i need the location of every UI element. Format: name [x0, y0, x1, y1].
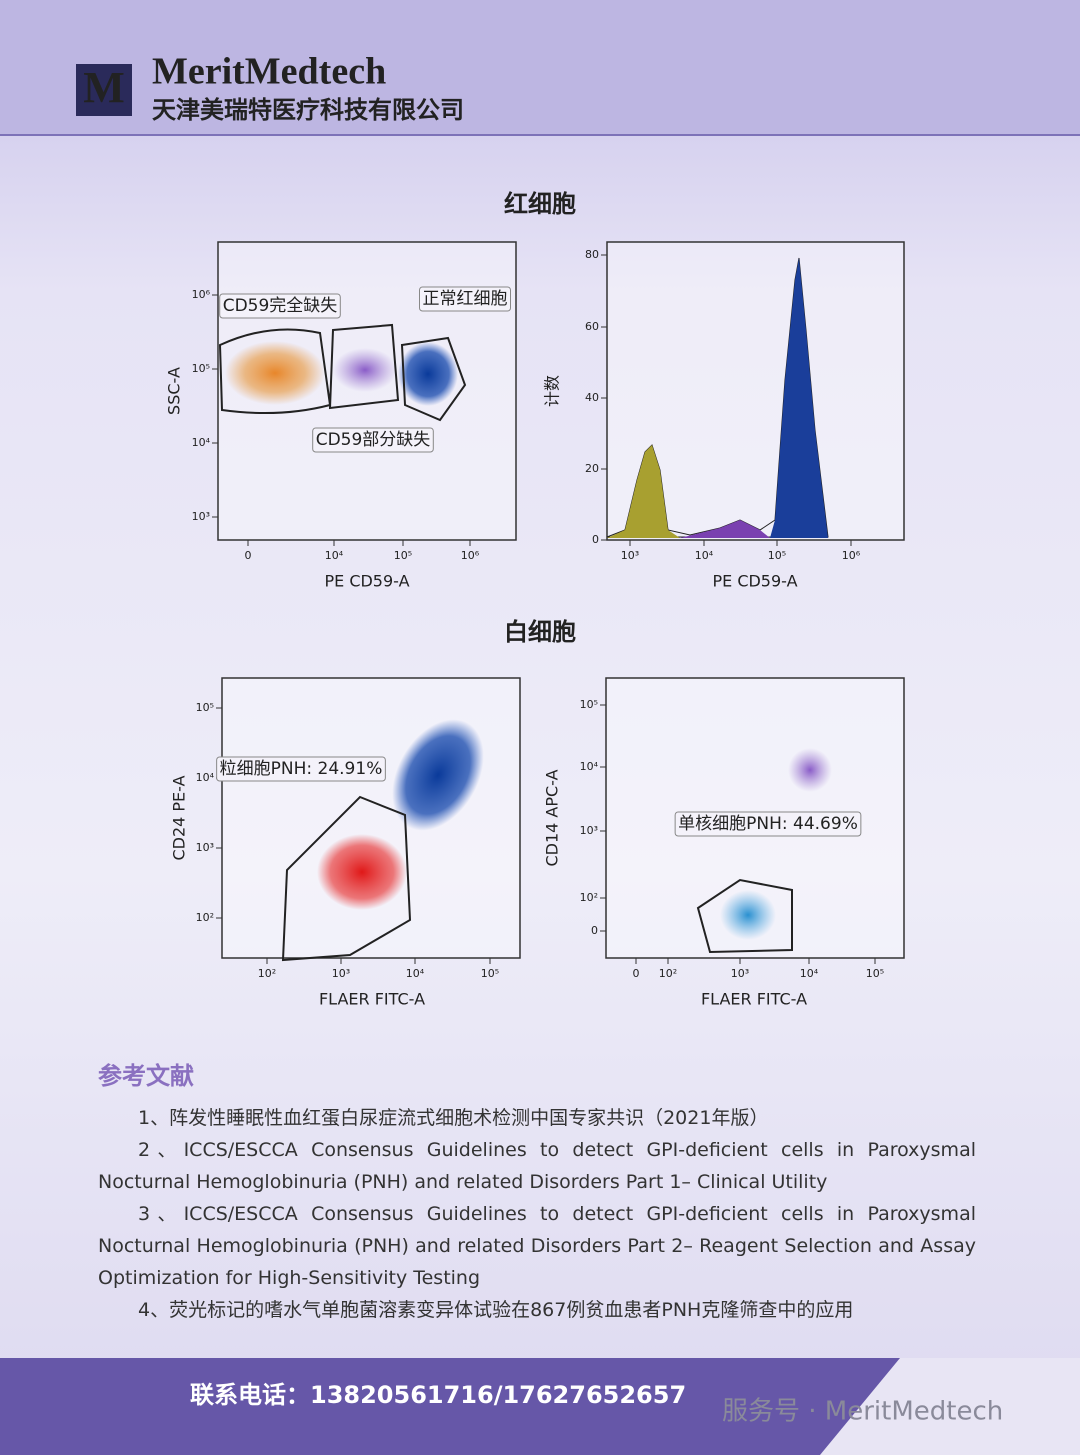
- x-tick-label: 10⁴: [406, 967, 425, 980]
- header-band: [0, 0, 1080, 135]
- reference: 1、阵发性睡眠性血红蛋白尿症流式细胞术检测中国专家共识（2021年版）: [138, 1107, 769, 1129]
- x-axis-label: PE CD59-A: [324, 572, 409, 591]
- gate-label: CD59完全缺失: [223, 296, 338, 316]
- x-axis-label: FLAER FITC-A: [701, 990, 807, 1009]
- event-cloud: [392, 719, 484, 831]
- y-tick-label: 10⁴: [580, 760, 599, 773]
- brand: MeritMedtech: [152, 51, 386, 93]
- hist-area: [607, 445, 680, 538]
- gate-label: CD59部分缺失: [316, 430, 431, 450]
- y-tick-label: 10⁵: [580, 698, 598, 711]
- section-title: 红细胞: [504, 190, 576, 218]
- hist-area: [680, 520, 770, 538]
- y-tick-label: 20: [585, 462, 599, 475]
- x-tick-label: 10²: [659, 967, 677, 980]
- x-tick-label: 10⁴: [325, 549, 344, 562]
- x-tick-label: 10³: [332, 967, 350, 980]
- y-tick-label: 10³: [196, 841, 214, 854]
- x-tick-label: 10²: [258, 967, 276, 980]
- gate-label-box: [219, 293, 341, 319]
- y-tick-label: 80: [585, 248, 599, 261]
- event-cloud: [788, 748, 832, 792]
- gate-label: 正常红细胞: [423, 289, 508, 309]
- x-tick-label: 10³: [621, 549, 639, 562]
- event-cloud: [720, 890, 776, 940]
- y-axis-label: CD14 APC-A: [543, 769, 562, 866]
- reference: 2、ICCS/ESCCA Consensus Guidelines to det…: [98, 1139, 976, 1193]
- event-cloud: [317, 834, 407, 910]
- x-tick-label: 10⁵: [866, 967, 884, 980]
- y-tick-label: 10³: [580, 824, 598, 837]
- watermark: 服务号 · MeritMedtech: [722, 1397, 1003, 1427]
- gate-label-box: [674, 811, 862, 837]
- y-axis-label: CD24 PE-A: [170, 775, 189, 860]
- y-tick-label: 10²: [580, 891, 598, 904]
- x-tick-label: 10⁶: [461, 549, 480, 562]
- y-axis-label: SSC-A: [165, 367, 184, 415]
- y-tick-label: 10⁴: [196, 771, 215, 784]
- y-tick-label: 0: [591, 924, 598, 937]
- gate: [281, 795, 412, 962]
- event-clouds: [225, 341, 458, 406]
- hist-area: [770, 258, 828, 538]
- y-tick-label: 10²: [196, 911, 214, 924]
- company: 天津美瑞特医疗科技有限公司: [152, 96, 464, 124]
- gate-label-box: [312, 427, 434, 453]
- gate-label-box: [216, 756, 386, 782]
- gate-label: 粒细胞PNH: 24.91%: [220, 759, 383, 779]
- x-tick-label: 10³: [731, 967, 749, 980]
- logo: M: [76, 63, 132, 116]
- y-axis-label: 计数: [543, 375, 562, 407]
- gate-label: 单核细胞PNH: 44.69%: [678, 814, 858, 834]
- reference: 3、ICCS/ESCCA Consensus Guidelines to det…: [98, 1203, 976, 1289]
- x-tick-label: 10⁵: [394, 549, 412, 562]
- y-tick-label: 10⁵: [192, 362, 210, 375]
- y-tick-label: 10⁵: [196, 701, 214, 714]
- gates: [218, 323, 467, 422]
- contact: 联系电话：13820561716/17627652657: [190, 1381, 686, 1409]
- y-tick-label: 0: [592, 533, 599, 546]
- y-tick-label: 10⁶: [192, 288, 211, 301]
- references-title: 参考文献: [98, 1062, 194, 1090]
- x-tick-label: 10⁵: [768, 549, 786, 562]
- y-tick-label: 40: [585, 391, 599, 404]
- x-axis-label: PE CD59-A: [712, 572, 797, 591]
- y-tick-label: 60: [585, 320, 599, 333]
- x-tick-label: 10⁴: [695, 549, 714, 562]
- reference: 4、荧光标记的嗜水气单胞菌溶素变异体试验在867例贫血患者PNH克隆筛查中的应用: [138, 1299, 854, 1321]
- gate-label-box: [419, 286, 511, 312]
- footer-corner: [820, 1358, 1080, 1455]
- y-tick-label: 10⁴: [192, 436, 211, 449]
- x-tick-label: 10⁴: [800, 967, 819, 980]
- x-tick-label: 0: [633, 967, 640, 980]
- x-tick-label: 0: [245, 549, 252, 562]
- references: 参考文献 1、阵发性睡眠性血红蛋白尿症流式细胞术检测中国专家共识（2021年版）…: [98, 1062, 976, 1326]
- x-tick-label: 10⁶: [842, 549, 861, 562]
- svg-text:M: M: [83, 63, 125, 112]
- section-title: 白细胞: [504, 618, 576, 646]
- gate: [696, 878, 793, 954]
- y-tick-label: 10³: [192, 510, 210, 523]
- x-axis-label: FLAER FITC-A: [319, 990, 425, 1009]
- x-tick-label: 10⁵: [481, 967, 499, 980]
